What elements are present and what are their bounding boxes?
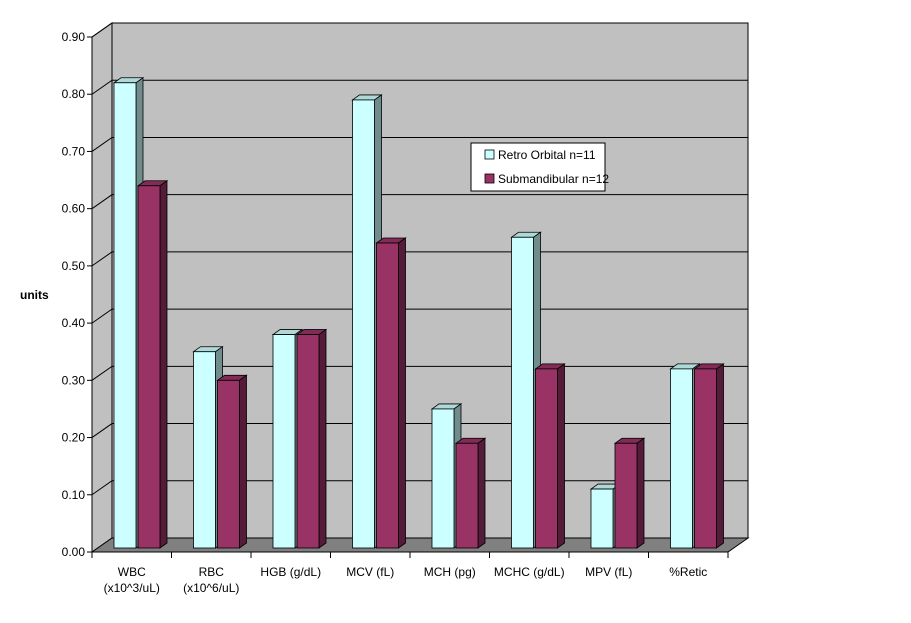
x-category-label: MCH (pg) [424, 565, 476, 579]
y-tick-label: 0.20 [62, 431, 86, 445]
x-category-label: %Retic [669, 565, 707, 579]
bar-front [137, 185, 161, 549]
bar-front [431, 408, 455, 549]
bar-front [694, 368, 717, 549]
axes [87, 36, 729, 558]
bar-side [159, 180, 168, 549]
bar-submandibular [693, 363, 725, 549]
gridline [91, 79, 748, 95]
y-tick-label: 0.40 [62, 316, 86, 330]
bar-front [590, 488, 614, 549]
x-category-label: MCV (fL) [346, 565, 394, 579]
bar-front [535, 368, 558, 549]
y-tick-label: 0.30 [62, 373, 86, 387]
bar-side [716, 363, 724, 549]
y-tick-label: 0.00 [62, 545, 86, 559]
x-category-label: (x10^3/uL) [104, 581, 160, 595]
x-category-label: WBC [118, 565, 146, 579]
x-category-label: (x10^6/uL) [183, 581, 239, 595]
bar-side [636, 437, 645, 549]
gridline [91, 136, 748, 152]
y-tick-label: 0.50 [62, 259, 86, 273]
bar-submandibular [216, 374, 248, 549]
bar-front [511, 236, 534, 549]
bar-front [272, 334, 296, 549]
labels: 0.00 0.10 0.20 0.30 0.40 0.50 0.60 0.70 0.80 0.90… [62, 30, 708, 595]
bar-front [352, 99, 375, 549]
y-tick-label: 0.70 [62, 144, 86, 158]
side-wall [91, 22, 113, 553]
legend: Retro Orbital n=11 Submandibular n=12 [470, 142, 609, 192]
bar-front [217, 379, 240, 549]
legend-entry: Retro Orbital n=11 [498, 148, 596, 162]
y-tick-label: 0.90 [62, 30, 86, 44]
bar-submandibular [295, 328, 328, 549]
bar-submandibular [534, 363, 566, 549]
legend-swatch [484, 149, 495, 160]
bar-side [239, 374, 247, 549]
y-axis-label: units [20, 288, 49, 302]
y-tick-label: 0.80 [62, 87, 86, 101]
legend-swatch [484, 173, 495, 184]
bar-submandibular [375, 237, 407, 549]
bar-front [193, 351, 216, 549]
bar-front [296, 334, 320, 549]
x-category-label: MCHC (g/dL) [494, 565, 565, 579]
x-category-label: HGB (g/dL) [260, 565, 321, 579]
bar-front [455, 442, 479, 549]
gridline [91, 194, 748, 210]
bar-side [557, 363, 565, 549]
plot-wall [90, 22, 750, 553]
floor [90, 537, 750, 553]
legend-entry: Submandibular n=12 [498, 172, 609, 186]
bar-submandibular [454, 437, 487, 549]
x-category-label: MPV (fL) [585, 565, 632, 579]
bar-side [477, 437, 486, 549]
x-category-label: RBC [199, 565, 225, 579]
bar-side [398, 237, 406, 549]
bar-front [376, 242, 399, 549]
bar-submandibular [136, 180, 169, 549]
bar-front [113, 82, 137, 549]
gridline [91, 22, 748, 38]
bar-front [614, 442, 638, 549]
bar-front [670, 368, 693, 549]
y-tick-label: 0.60 [62, 202, 86, 216]
bar-submandibular [613, 437, 646, 549]
bars [112, 77, 725, 549]
bar-side [318, 328, 327, 549]
y-tick-label: 0.10 [62, 488, 86, 502]
